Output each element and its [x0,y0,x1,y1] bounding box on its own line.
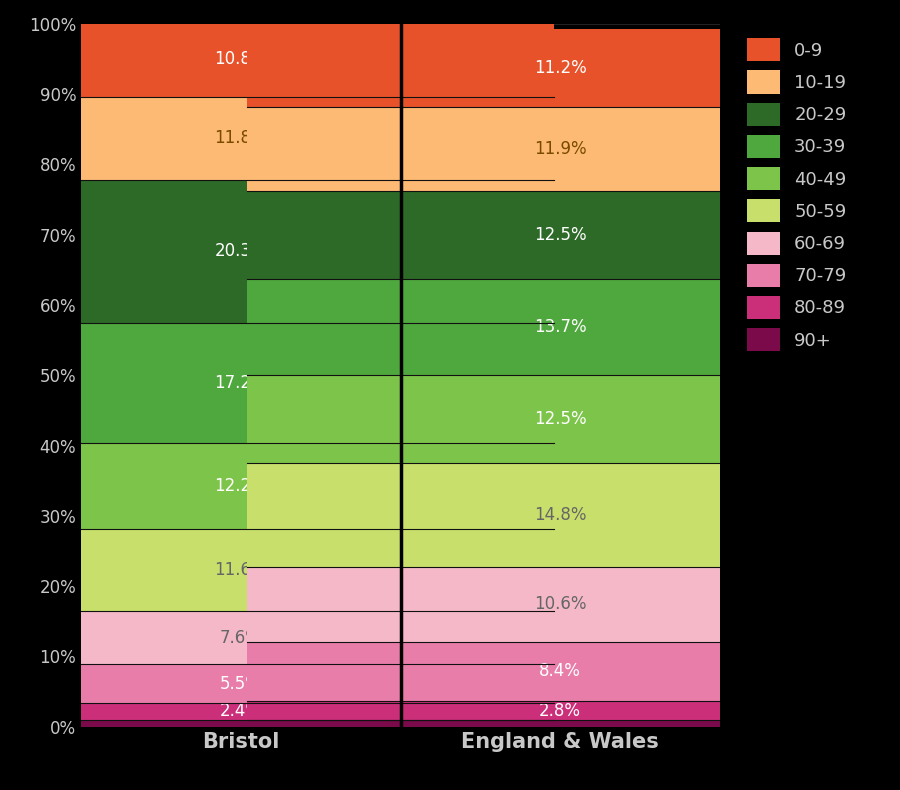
Text: 17.2%: 17.2% [214,374,267,392]
Text: 12.5%: 12.5% [534,226,587,244]
Text: 11.9%: 11.9% [534,140,587,158]
Bar [0,529,554,611]
Bar [248,720,873,727]
Bar [248,191,873,279]
Bar [248,107,873,191]
Bar [0,21,554,97]
Bar [248,375,873,463]
Text: 12.5%: 12.5% [534,410,587,428]
Text: 11.8%: 11.8% [214,130,267,147]
Text: 20.3%: 20.3% [214,243,267,260]
Text: 13.7%: 13.7% [534,318,587,336]
Text: 5.5%: 5.5% [220,675,262,693]
Text: 11.2%: 11.2% [534,59,587,77]
Bar [0,322,554,443]
Bar [248,701,873,720]
Text: 10.6%: 10.6% [534,596,587,614]
Bar [248,567,873,641]
Legend: 0-9, 10-19, 20-29, 30-39, 40-49, 50-59, 60-69, 70-79, 80-89, 90+: 0-9, 10-19, 20-29, 30-39, 40-49, 50-59, … [742,32,851,357]
Bar [248,279,873,375]
Bar [248,28,873,107]
Bar [0,703,554,720]
Text: 10.8%: 10.8% [214,50,267,68]
Text: 7.6%: 7.6% [220,629,262,646]
Bar [0,664,554,703]
Bar [0,97,554,180]
Bar [0,443,554,529]
Bar [0,720,554,727]
Text: 8.4%: 8.4% [539,662,581,680]
Text: 14.8%: 14.8% [534,506,587,525]
Bar [0,180,554,322]
Bar [248,641,873,701]
Bar [248,463,873,567]
Text: 12.2%: 12.2% [214,477,267,495]
Text: 2.8%: 2.8% [539,702,581,720]
Text: 11.6%: 11.6% [214,561,267,579]
Bar [0,611,554,664]
Text: 2.4%: 2.4% [220,702,262,720]
